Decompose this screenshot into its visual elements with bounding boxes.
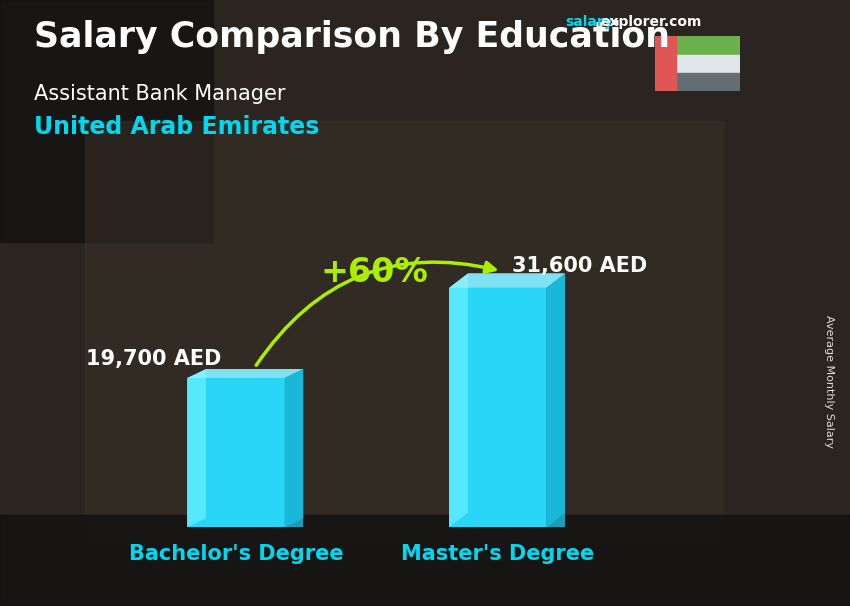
FancyBboxPatch shape: [449, 288, 547, 527]
Text: United Arab Emirates: United Arab Emirates: [34, 115, 320, 139]
Text: Salary Comparison By Education: Salary Comparison By Education: [34, 20, 670, 54]
Bar: [654, 36, 676, 91]
Bar: [0, 515, 850, 606]
Polygon shape: [187, 369, 206, 527]
Polygon shape: [285, 369, 303, 527]
Bar: [85, 121, 722, 545]
Text: Assistant Bank Manager: Assistant Bank Manager: [34, 84, 286, 104]
FancyBboxPatch shape: [187, 378, 285, 527]
Polygon shape: [547, 273, 565, 527]
Text: 31,600 AED: 31,600 AED: [513, 256, 648, 276]
Bar: [654, 55, 740, 73]
Text: salary: salary: [565, 15, 613, 29]
FancyBboxPatch shape: [468, 273, 565, 527]
Polygon shape: [187, 369, 303, 378]
Bar: [654, 36, 740, 55]
Text: explorer.com: explorer.com: [600, 15, 701, 29]
FancyBboxPatch shape: [206, 369, 303, 527]
Text: 19,700 AED: 19,700 AED: [86, 349, 221, 369]
Polygon shape: [449, 273, 565, 288]
Bar: [0, 0, 212, 242]
Text: Average Monthly Salary: Average Monthly Salary: [824, 315, 834, 448]
Polygon shape: [449, 273, 468, 527]
Bar: [654, 73, 740, 91]
Text: +60%: +60%: [320, 256, 428, 289]
